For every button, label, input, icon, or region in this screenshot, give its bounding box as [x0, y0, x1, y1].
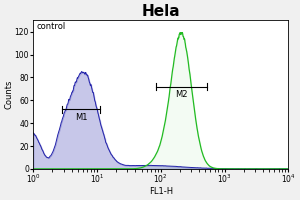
Title: Hela: Hela [142, 4, 180, 19]
X-axis label: FL1-H: FL1-H [149, 187, 173, 196]
Text: control: control [36, 22, 66, 31]
Text: M2: M2 [175, 90, 188, 99]
Text: M1: M1 [75, 113, 87, 122]
Y-axis label: Counts: Counts [4, 80, 13, 109]
